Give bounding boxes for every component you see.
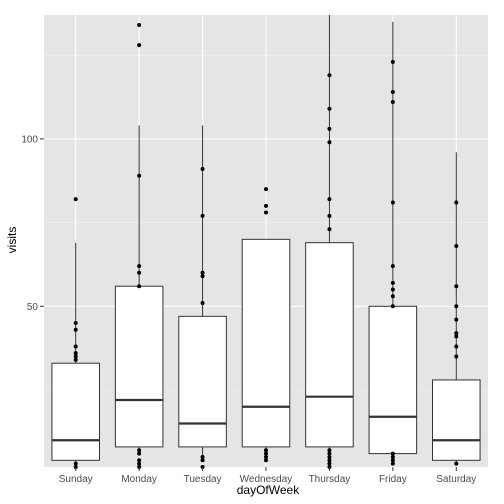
outlier-point <box>264 210 268 215</box>
box-saturday <box>432 152 481 466</box>
outlier-point <box>390 454 395 459</box>
x-tick-label: Tuesday <box>184 474 222 485</box>
outlier-point <box>264 203 268 208</box>
outlier-point <box>327 73 332 78</box>
box-body <box>114 285 164 448</box>
outlier-point <box>390 461 395 466</box>
outlier-point <box>390 451 395 456</box>
outlier-point <box>137 270 142 275</box>
outlier-point <box>390 458 395 463</box>
outlier-point <box>454 284 459 289</box>
outlier-point <box>200 270 205 275</box>
outlier-point <box>137 451 142 456</box>
box-friday <box>368 21 418 466</box>
outlier-point <box>327 227 332 232</box>
outlier-point <box>454 317 459 322</box>
outlier-point <box>264 187 268 192</box>
outlier-point <box>264 448 268 453</box>
axes: 50 100 Sunday Monday Tuesday Wednesday Thursda… <box>21 134 476 485</box>
outlier-point <box>390 264 395 269</box>
outlier-point <box>327 126 332 131</box>
box-body <box>178 315 227 448</box>
outlier-point <box>200 213 205 218</box>
x-tick-label: Thursday <box>309 474 351 485</box>
y-tick-label: 50 <box>27 302 39 313</box>
box-layer <box>51 15 481 469</box>
outlier-point <box>390 90 395 95</box>
outlier-point <box>200 454 205 459</box>
outlier-point <box>73 197 78 202</box>
outlier-point <box>327 213 332 218</box>
outlier-point <box>73 354 78 359</box>
box-wednesday <box>241 187 291 463</box>
box-monday <box>114 23 164 469</box>
outlier-point <box>327 458 332 463</box>
outlier-point <box>137 458 142 463</box>
outlier-point <box>327 448 332 453</box>
outlier-point <box>390 280 395 285</box>
outlier-point <box>327 197 332 202</box>
outlier-point <box>390 294 395 299</box>
outlier-point <box>454 331 459 336</box>
outlier-point <box>137 284 142 289</box>
x-axis-title: dayOfWeek <box>237 483 300 497</box>
outlier-point <box>137 173 142 178</box>
x-tick-label: Wednesday <box>240 474 293 485</box>
box-body <box>241 238 291 448</box>
outlier-point <box>137 448 142 453</box>
outlier-point <box>454 200 459 205</box>
outlier-point <box>327 140 332 145</box>
outlier-point <box>454 304 459 309</box>
outlier-point <box>264 454 268 459</box>
box-body <box>368 305 418 455</box>
outlier-point <box>200 274 205 279</box>
outlier-point <box>200 167 205 172</box>
outlier-point <box>137 43 142 48</box>
outlier-point <box>390 287 395 292</box>
outlier-point <box>327 454 332 459</box>
outlier-point <box>327 461 332 466</box>
y-tick-label: 100 <box>21 134 38 145</box>
outlier-point <box>137 461 142 466</box>
outlier-point <box>200 300 205 305</box>
outlier-point <box>264 458 268 463</box>
outlier-point <box>454 344 459 349</box>
outlier-point <box>137 23 142 28</box>
outlier-point <box>73 321 78 326</box>
outlier-point <box>200 458 205 463</box>
outlier-point <box>137 264 142 269</box>
outlier-point <box>73 351 78 356</box>
x-tick-label: Friday <box>379 474 407 485</box>
x-tick-label: Saturday <box>436 474 476 485</box>
outlier-point <box>264 451 268 456</box>
outlier-point <box>390 304 395 309</box>
outlier-point <box>73 461 78 466</box>
outlier-point <box>73 344 78 349</box>
outlier-point <box>73 357 78 362</box>
outlier-point <box>454 244 459 249</box>
y-axis-title: visits <box>5 227 19 254</box>
outlier-point <box>454 461 459 466</box>
outlier-point <box>454 334 459 339</box>
outlier-point <box>390 200 395 205</box>
outlier-point <box>73 327 78 332</box>
box-body <box>432 379 481 461</box>
box-thursday <box>305 15 354 469</box>
outlier-point <box>390 59 395 64</box>
box-sunday <box>51 197 100 469</box>
outlier-point <box>390 100 395 105</box>
x-tick-label: Sunday <box>59 474 93 485</box>
outlier-point <box>327 106 332 111</box>
box-body <box>51 362 100 461</box>
box-body <box>305 242 354 448</box>
outlier-point <box>327 451 332 456</box>
x-tick-label: Monday <box>121 474 157 485</box>
outlier-point <box>454 354 459 359</box>
box-tuesday <box>178 125 227 469</box>
